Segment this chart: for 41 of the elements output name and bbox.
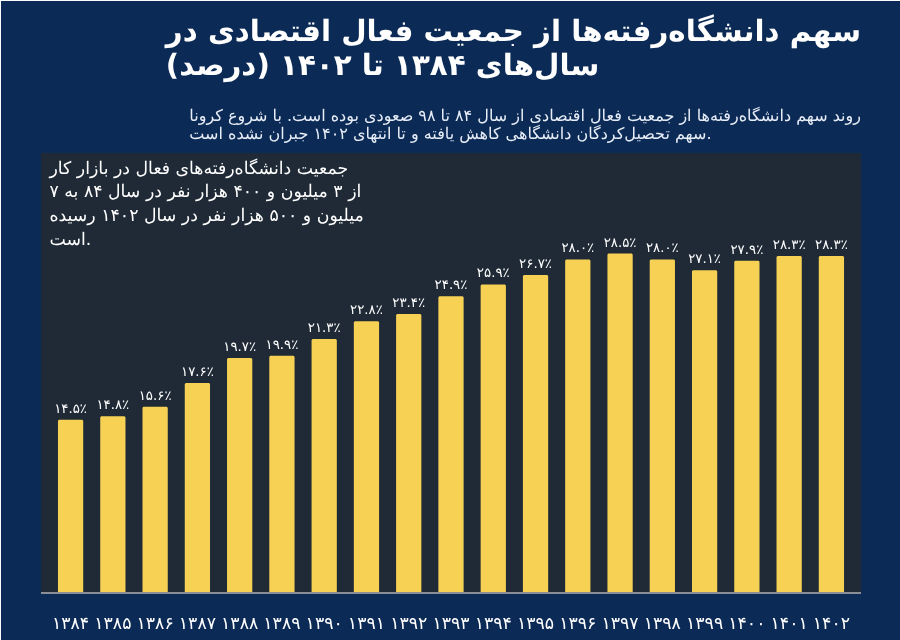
x-tick-label: ۱۳۸۶ <box>136 615 174 635</box>
bar <box>311 339 337 593</box>
x-tick-label: ۱۳۹۴ <box>474 615 513 635</box>
x-tick-label: ۱۳۹۸ <box>643 615 682 635</box>
x-tick-label: ۱۳۹۵ <box>516 615 555 635</box>
bar <box>438 296 464 593</box>
x-tick-label: ۱۳۹۰ <box>305 615 343 635</box>
x-tick-label: ۱۳۸۵ <box>94 615 133 635</box>
x-tick-label: ۱۳۹۱ <box>347 615 386 635</box>
bar <box>565 259 591 593</box>
bar <box>649 259 675 593</box>
chart-subtitle: روند سهم دانشگاه‌رفته‌ها از جمعیت فعال اقتصادی از سال ۸۴ تا ۹۸ صعودی بوده است. با شروع کرونا سهم تحصیل‌کردگان دانشگاهی کاهش یافته و تا انتهای ۱۴۰۲ جبران نشده است. <box>189 105 862 143</box>
bar <box>396 314 422 593</box>
bar <box>607 253 633 593</box>
x-tick-label: ۱۳۸۷ <box>178 615 217 635</box>
x-tick-label: ۱۳۹۷ <box>601 615 640 635</box>
x-tick-label: ۱۴۰۱ <box>770 615 808 635</box>
x-tick-label: ۱۳۹۶ <box>559 615 597 635</box>
bar <box>734 260 760 593</box>
bar <box>522 274 549 593</box>
bar <box>818 255 845 593</box>
x-tick-label: ۱۴۰۰ <box>728 615 766 635</box>
x-tick-label: ۱۳۹۲ <box>390 615 429 635</box>
bar <box>57 419 84 593</box>
x-tick-label: ۱۴۰۲ <box>812 615 851 635</box>
bar <box>142 406 168 593</box>
bar <box>691 270 718 593</box>
chart-title: سهم دانشگاه‌رفته‌ها از جمعیت فعال اقتصادی در سال‌های ۱۳۸۴ تا ۱۴۰۲ (درصد) <box>163 13 861 83</box>
text: جمعیت دانشگاه‌رفته‌های فعال در بازار کار از ۳ میلیون و ۴۰۰ هزار نفر در سال ۸۴ به ۷ میلیون و ۵۰۰ هزار نفر در سال ۱۴۰۲ رسیده است. <box>47 157 364 251</box>
x-tick-label: ۱۳۸۹ <box>263 615 302 635</box>
x-tick-label: ۱۳۸۴ <box>51 615 90 635</box>
bar <box>269 355 295 593</box>
bar <box>480 284 506 593</box>
x-tick-label: ۱۳۹۹ <box>686 615 724 635</box>
bar <box>227 358 253 593</box>
x-tick-label: ۱۳۹۳ <box>432 615 471 635</box>
bar <box>776 255 802 593</box>
bar <box>353 321 380 593</box>
bar <box>184 382 211 593</box>
bar <box>100 416 126 593</box>
x-tick-label: ۱۳۸۸ <box>221 615 259 635</box>
